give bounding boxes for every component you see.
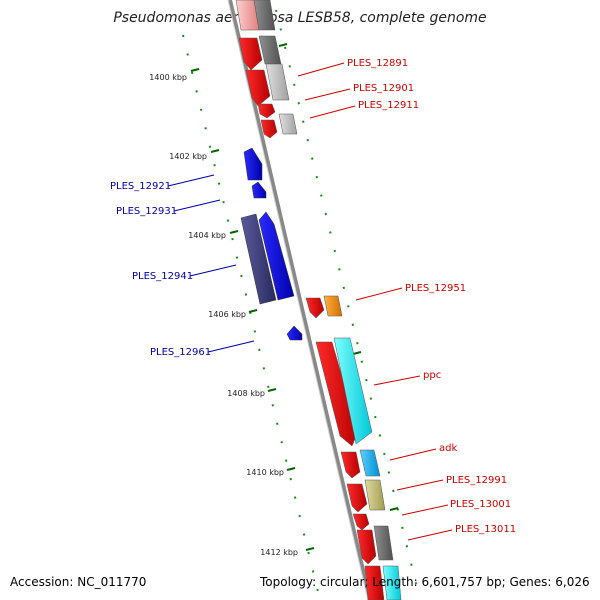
connector-line [407,529,453,541]
gene-label: PLES_12891 [347,58,408,69]
scale-label: 1400 kbp [149,73,187,82]
gene-label: PLES_12921 [110,181,171,192]
outer-tick [389,507,399,511]
gene-label: PLES_12951 [405,283,466,294]
gene-red [238,37,263,71]
connector-line [355,287,403,301]
connector-line [304,88,351,101]
genome-title: Pseudomonas aeruginosa LESB58, complete … [113,10,487,26]
gene-red [245,69,271,107]
gene-red [356,529,377,565]
gene-label: adk [439,443,457,454]
scale-label: 1402 kbp [169,152,207,161]
connector-line [309,105,356,119]
scale-tick [190,68,200,72]
gene-blue [258,211,295,301]
scale-label: 1404 kbp [188,231,226,240]
accession-text: Accession: NC_011770 [10,575,147,589]
gene-label: PLES_12901 [353,83,414,94]
gene-blue [251,181,267,199]
gene-navy [240,213,277,305]
connector-line [297,62,345,77]
scale-label: 1410 kbp [246,468,284,477]
connector-line [207,340,255,353]
topology-text: Topology: circular; Length: 6,601,757 bp… [260,575,590,589]
scale-tick [210,149,220,153]
gene-khaki [364,479,386,511]
gene-orange [323,295,343,317]
gene-label: PLES_12931 [116,206,177,217]
gene-red [352,513,370,531]
gene-label: PLES_12991 [446,475,507,486]
reverse-strand-genes [240,147,303,341]
gene-red-adk [340,451,361,479]
connector-line [396,479,444,491]
gene-red [260,119,278,139]
gene-grey-light [265,63,290,101]
gene-label: PLES_13011 [455,524,516,535]
gene-blue [286,325,303,341]
gene-label: PLES_12911 [358,100,419,111]
scale-tick [305,547,315,551]
scale-tick [229,230,239,234]
connector-line [167,174,215,187]
gene-cyan [333,337,373,445]
gene-red [364,565,385,600]
inner-dotted-guide [182,34,321,600]
gene-red [305,297,325,319]
scale-label: 1412 kbp [260,548,298,557]
scale-ticks [190,43,399,551]
gene-cyan [382,565,402,600]
outer-tick [278,43,288,47]
gene-grey-light [278,113,298,135]
label-connectors [167,62,453,541]
gene-sky [359,449,381,477]
scale-label: 1406 kbp [208,310,246,319]
forward-strand-genes [235,0,402,600]
gene-red [257,103,276,119]
gene-label: PLES_12941 [132,271,193,282]
gene-label: ppc [423,370,441,381]
scale-tick [286,467,296,471]
outer-tick [352,351,362,355]
gene-grey-dark [258,35,282,65]
connector-line [401,504,449,516]
gene-label: PLES_12961 [150,347,211,358]
scale-tick [248,309,258,313]
scale-label: 1408 kbp [227,389,265,398]
connector-line [373,375,421,386]
connector-line [189,264,237,277]
gene-red [346,483,368,513]
connector-line [389,448,437,461]
gene-grey-top [253,0,276,31]
gene-label: PLES_13001 [450,499,511,510]
gene-grey-dark [373,525,394,561]
connector-line [173,199,221,212]
backbone-highlight [227,0,369,600]
gene-blue [243,147,263,181]
scale-tick [267,388,277,392]
